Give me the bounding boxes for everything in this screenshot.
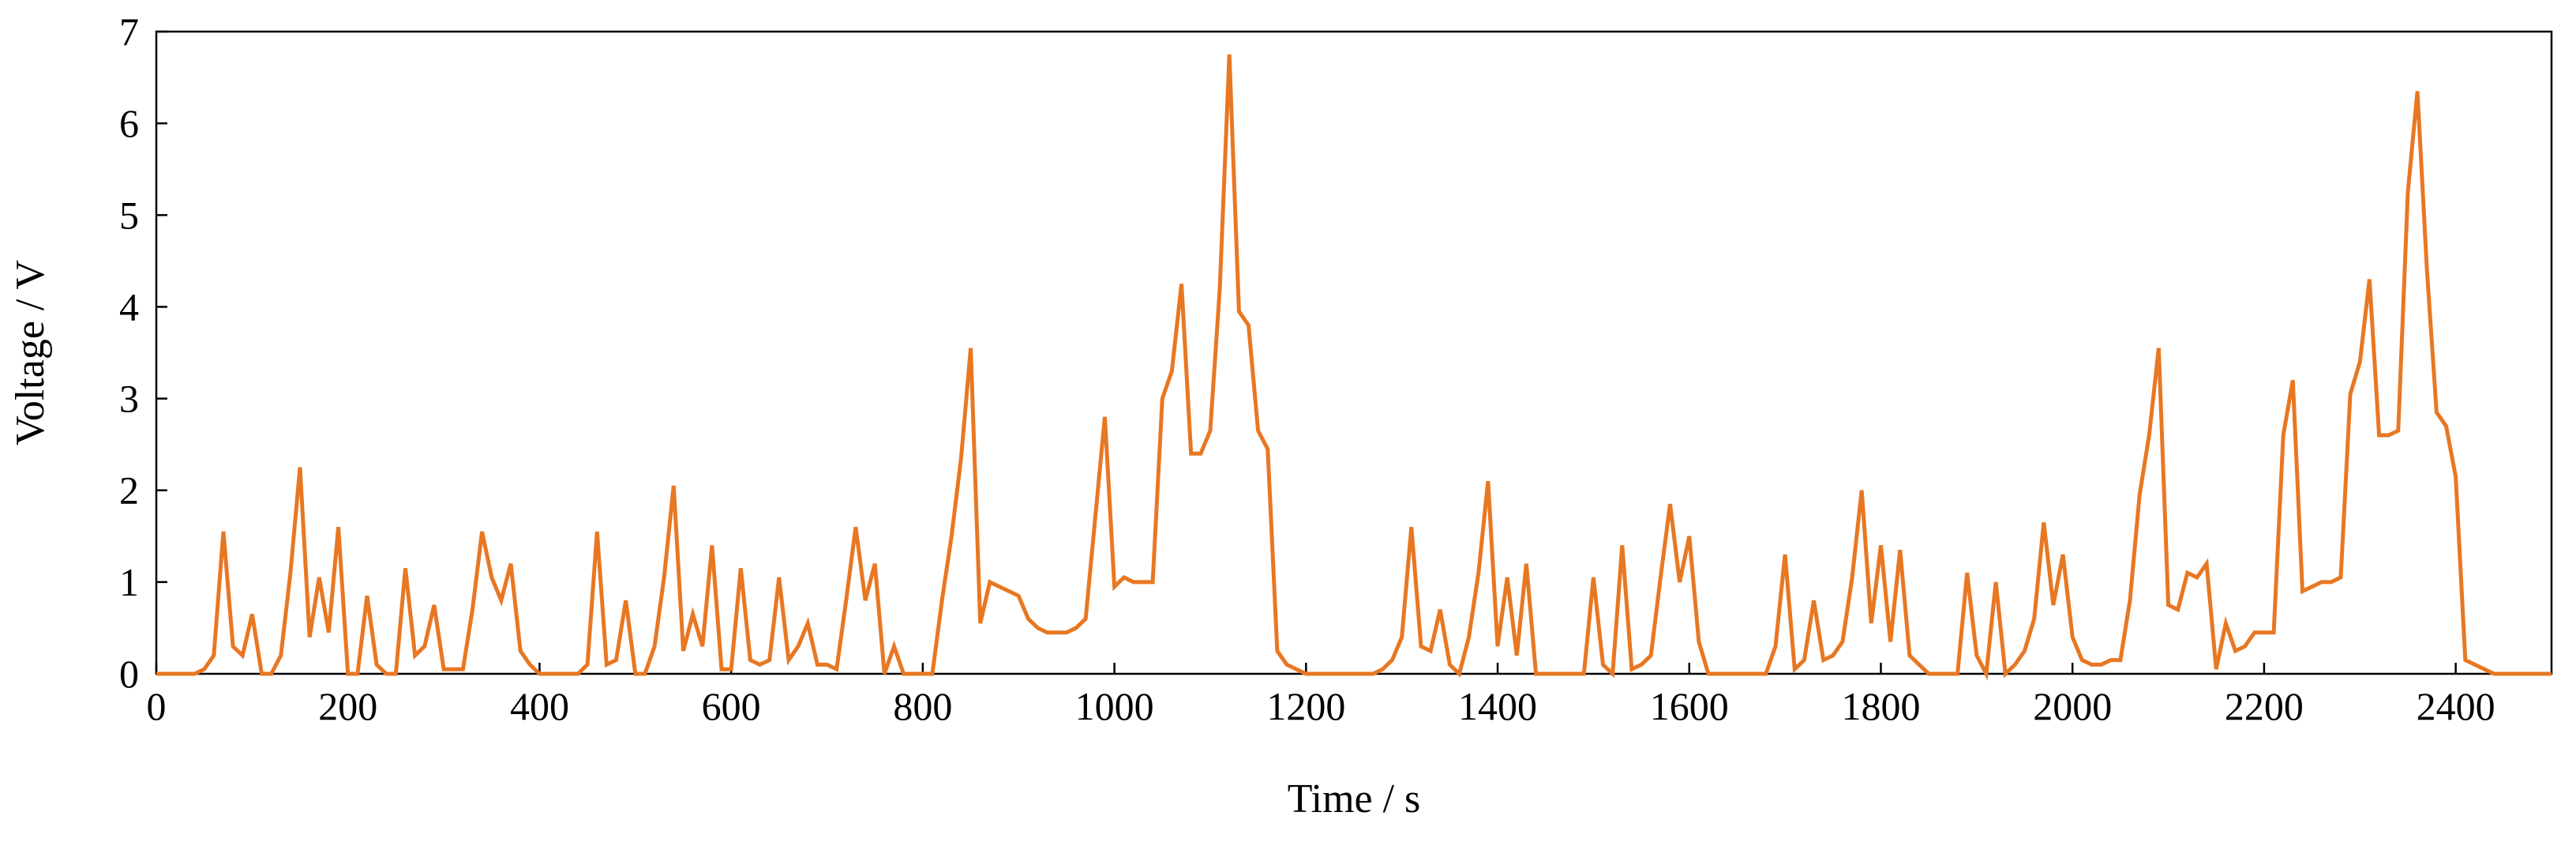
y-tick-label: 7 bbox=[119, 9, 139, 54]
series-line bbox=[156, 54, 2552, 681]
x-tick-label: 1000 bbox=[1075, 684, 1154, 728]
x-tick-label: 0 bbox=[147, 684, 167, 728]
x-tick-label: 400 bbox=[510, 684, 569, 728]
x-tick-label: 1400 bbox=[1458, 684, 1537, 728]
x-tick-label: 2400 bbox=[2417, 684, 2495, 728]
x-tick-label: 600 bbox=[702, 684, 761, 728]
y-tick-label: 2 bbox=[119, 468, 139, 513]
x-tick-label: 1800 bbox=[1841, 684, 1920, 728]
y-tick-label: 5 bbox=[119, 193, 139, 237]
x-tick-label: 2000 bbox=[2033, 684, 2112, 728]
y-axis-title: Voltage / V bbox=[8, 260, 53, 446]
y-tick-label: 3 bbox=[119, 377, 139, 421]
x-tick-label: 1600 bbox=[1650, 684, 1729, 728]
y-tick-label: 1 bbox=[119, 560, 139, 604]
x-tick-label: 800 bbox=[893, 684, 952, 728]
y-tick-label: 6 bbox=[119, 101, 139, 145]
y-tick-label: 4 bbox=[119, 284, 139, 329]
x-tick-label: 2200 bbox=[2225, 684, 2304, 728]
x-axis-title: Time / s bbox=[1288, 776, 1421, 822]
plot-frame bbox=[155, 30, 2553, 675]
y-tick-label: 0 bbox=[119, 652, 139, 696]
x-tick-label: 1200 bbox=[1266, 684, 1345, 728]
x-tick-label: 200 bbox=[318, 684, 377, 728]
